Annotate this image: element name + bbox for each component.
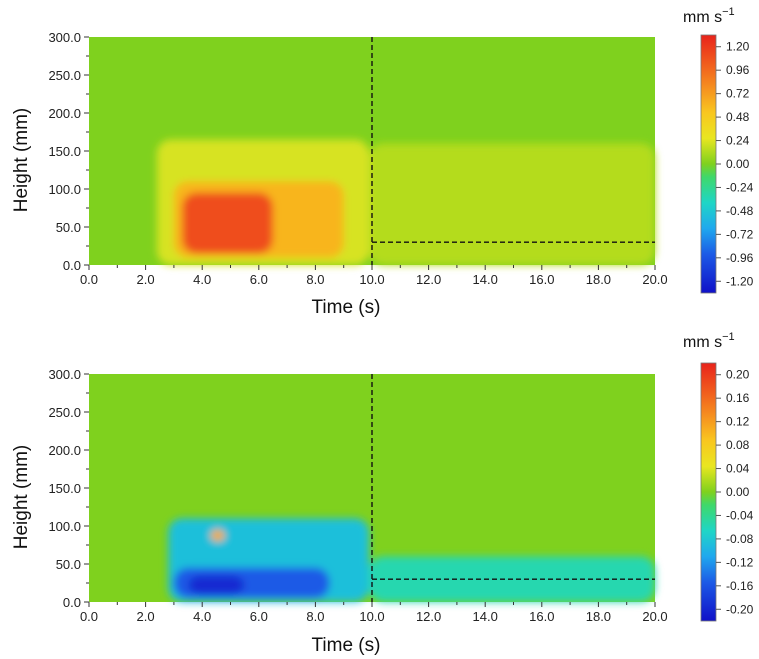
x-axis-ticks-top: 0.0 2.0 4.0 6.0 8.0 10.0 12.0 14.0 16.0 18.0 20.0 (80, 265, 668, 287)
colorbar-tick-label: -0.20 (726, 602, 754, 616)
colorbar-tick-label: -0.04 (726, 508, 754, 522)
colorbar-unit-exp-bottom: −1 (722, 331, 735, 343)
y-tick-label: 150.0 (48, 144, 81, 159)
colorbar-tick-label: -0.96 (726, 251, 754, 265)
reference-lines-bottom (371, 374, 655, 602)
colorbar-tick-label: 0.12 (726, 415, 750, 429)
y-axis-ticks-top: 0.0 50.0 100.0 150.0 200.0 250.0 300.0 (48, 30, 89, 273)
x-tick-label: 14.0 (473, 272, 498, 287)
y-tick-label: 50.0 (56, 557, 81, 572)
x-axis-title-bottom: Time (s) (312, 635, 381, 656)
y-tick-label: 300.0 (48, 367, 81, 382)
colorbar-unit-base-top: mm s (683, 9, 722, 26)
x-axis-ticks-bottom: 0.0 2.0 4.0 6.0 8.0 10.0 12.0 14.0 16.0 18.0 20.0 (80, 602, 668, 624)
y-tick-label: 250.0 (48, 405, 81, 420)
heatmap-region-top-1 (369, 143, 655, 265)
y-tick-label: 100.0 (48, 182, 81, 197)
x-tick-label: 10.0 (359, 272, 384, 287)
y-tick-label: 250.0 (48, 68, 81, 83)
colorbar-tick-label: 0.72 (726, 87, 750, 101)
colorbar-gradient-bottom (700, 362, 717, 622)
y-axis-title-top: Height (mm) (11, 108, 32, 213)
y-tick-label: 200.0 (48, 106, 81, 121)
colorbar-unit-bottom: mm s−1 (683, 331, 735, 351)
colorbar-tick-label: -0.12 (726, 555, 754, 569)
x-tick-label: 20.0 (642, 272, 667, 287)
panel-bottom: 0.0 50.0 100.0 150.0 200.0 250.0 300.0 0.0 2.0 4… (11, 331, 754, 656)
x-tick-label: 2.0 (137, 272, 155, 287)
x-tick-label: 16.0 (529, 272, 554, 287)
heatmap-region-bottom-3 (188, 575, 245, 595)
colorbar-tick-label: -1.20 (726, 274, 754, 288)
y-tick-label: 0.0 (63, 595, 81, 610)
colorbar-tick-label: -0.16 (726, 579, 754, 593)
x-tick-label: 0.0 (80, 272, 98, 287)
y-tick-label: 300.0 (48, 30, 81, 45)
colorbar-bottom: 0.20 0.16 0.12 0.08 0.04 0.00 -0.04 -0.08 -0.12 -… (683, 331, 754, 622)
y-tick-label: 50.0 (56, 220, 81, 235)
colorbar-tick-label: 0.16 (726, 391, 750, 405)
y-axis-ticks-bottom: 0.0 50.0 100.0 150.0 200.0 250.0 300.0 (48, 367, 89, 610)
x-tick-label: 12.0 (416, 272, 441, 287)
heatmap-region-top-3 (182, 192, 273, 254)
colorbar-ticks-bottom: 0.20 0.16 0.12 0.08 0.04 0.00 -0.04 -0.08 -0.12 -… (716, 368, 754, 616)
colorbar-tick-label: 0.48 (726, 110, 750, 124)
x-tick-label: 18.0 (586, 272, 611, 287)
colorbar-tick-label: 0.24 (726, 134, 750, 148)
colorbar-ticks-top: 1.20 0.96 0.72 0.48 0.24 0.00 -0.24 -0.48 -0.72 -… (716, 40, 754, 288)
y-tick-label: 0.0 (63, 258, 81, 273)
x-tick-label: 12.0 (416, 609, 441, 624)
colorbar-unit-base-bottom: mm s (683, 334, 722, 351)
colorbar-gradient-top (700, 34, 717, 294)
x-tick-label: 4.0 (193, 609, 211, 624)
x-tick-label: 14.0 (473, 609, 498, 624)
colorbar-tick-label: 0.96 (726, 63, 750, 77)
x-tick-label: 6.0 (250, 272, 268, 287)
x-tick-label: 8.0 (306, 272, 324, 287)
y-axis-title-bottom: Height (mm) (11, 445, 32, 550)
y-tick-label: 100.0 (48, 519, 81, 534)
colorbar-tick-label: 0.20 (726, 368, 750, 382)
heatmap-regions-top (156, 139, 655, 265)
colorbar-tick-label: 0.04 (726, 462, 750, 476)
colorbar-tick-label: -0.08 (726, 532, 754, 546)
y-tick-label: 150.0 (48, 481, 81, 496)
x-tick-label: 18.0 (586, 609, 611, 624)
x-tick-label: 20.0 (642, 609, 667, 624)
heatmap-region-bottom-4 (210, 529, 225, 542)
x-tick-label: 6.0 (250, 609, 268, 624)
colorbar-unit-exp-top: −1 (722, 6, 735, 18)
colorbar-tick-label: -0.24 (726, 180, 754, 194)
x-tick-label: 8.0 (306, 609, 324, 624)
colorbar-tick-label: 0.08 (726, 438, 750, 452)
colorbar-unit-top: mm s−1 (683, 6, 735, 26)
x-tick-label: 4.0 (193, 272, 211, 287)
colorbar-tick-label: -0.72 (726, 227, 754, 241)
colorbar-tick-label: -0.48 (726, 204, 754, 218)
reference-lines-top (371, 37, 655, 265)
x-axis-title-top: Time (s) (312, 297, 381, 318)
x-tick-label: 2.0 (137, 609, 155, 624)
x-tick-label: 10.0 (359, 609, 384, 624)
colorbar-tick-label: 0.00 (726, 485, 750, 499)
x-tick-label: 0.0 (80, 609, 98, 624)
y-tick-label: 200.0 (48, 443, 81, 458)
colorbar-top: 1.20 0.96 0.72 0.48 0.24 0.00 -0.24 -0.48 -0.72 -… (683, 6, 754, 294)
panel-top: 0.0 50.0 100.0 150.0 200.0 250.0 300.0 0.0 2.0 4… (11, 6, 754, 318)
colorbar-tick-label: 0.00 (726, 157, 750, 171)
colorbar-tick-label: 1.20 (726, 40, 750, 54)
x-tick-label: 16.0 (529, 609, 554, 624)
